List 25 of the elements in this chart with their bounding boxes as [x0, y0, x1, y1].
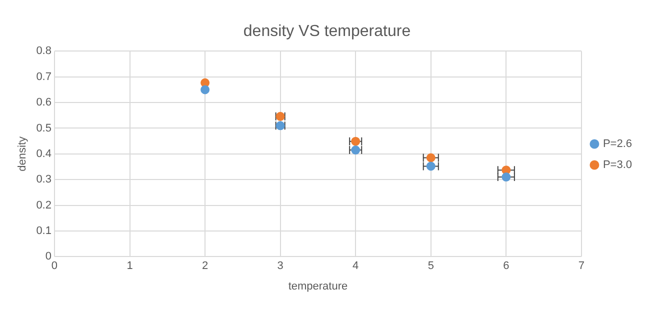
y-tick-label: 0.3: [36, 174, 52, 186]
x-tick-label: 5: [428, 260, 434, 272]
point: [426, 162, 436, 171]
x-tick-label: 7: [578, 260, 585, 272]
y-tick-label: 0.5: [36, 122, 52, 134]
y-axis-title: density: [16, 136, 29, 172]
point: [426, 153, 436, 162]
legend-label: P=2.6: [602, 138, 632, 150]
y-tick-label: 0.4: [36, 148, 52, 160]
legend-label: P=3.0: [602, 159, 632, 172]
y-tick-label: 0.8: [36, 45, 52, 58]
x-tick-label: 6: [503, 260, 510, 272]
x-tick-label: 3: [277, 260, 284, 272]
y-tick-label: 0.2: [36, 199, 52, 212]
x-axis-title: temperature: [288, 280, 348, 292]
y-tick-label: 0.1: [36, 224, 52, 237]
x-tick-label: 2: [202, 260, 208, 272]
chart-title: density VS temperature: [243, 23, 411, 40]
point: [200, 85, 210, 94]
y-tick-label: 0.7: [36, 70, 52, 83]
point: [502, 172, 511, 182]
y-tick-label: 0.6: [36, 96, 52, 109]
y-tick-label: 0: [45, 250, 52, 263]
x-tick-label: 4: [352, 260, 359, 272]
x-tick-label: 1: [126, 260, 133, 272]
